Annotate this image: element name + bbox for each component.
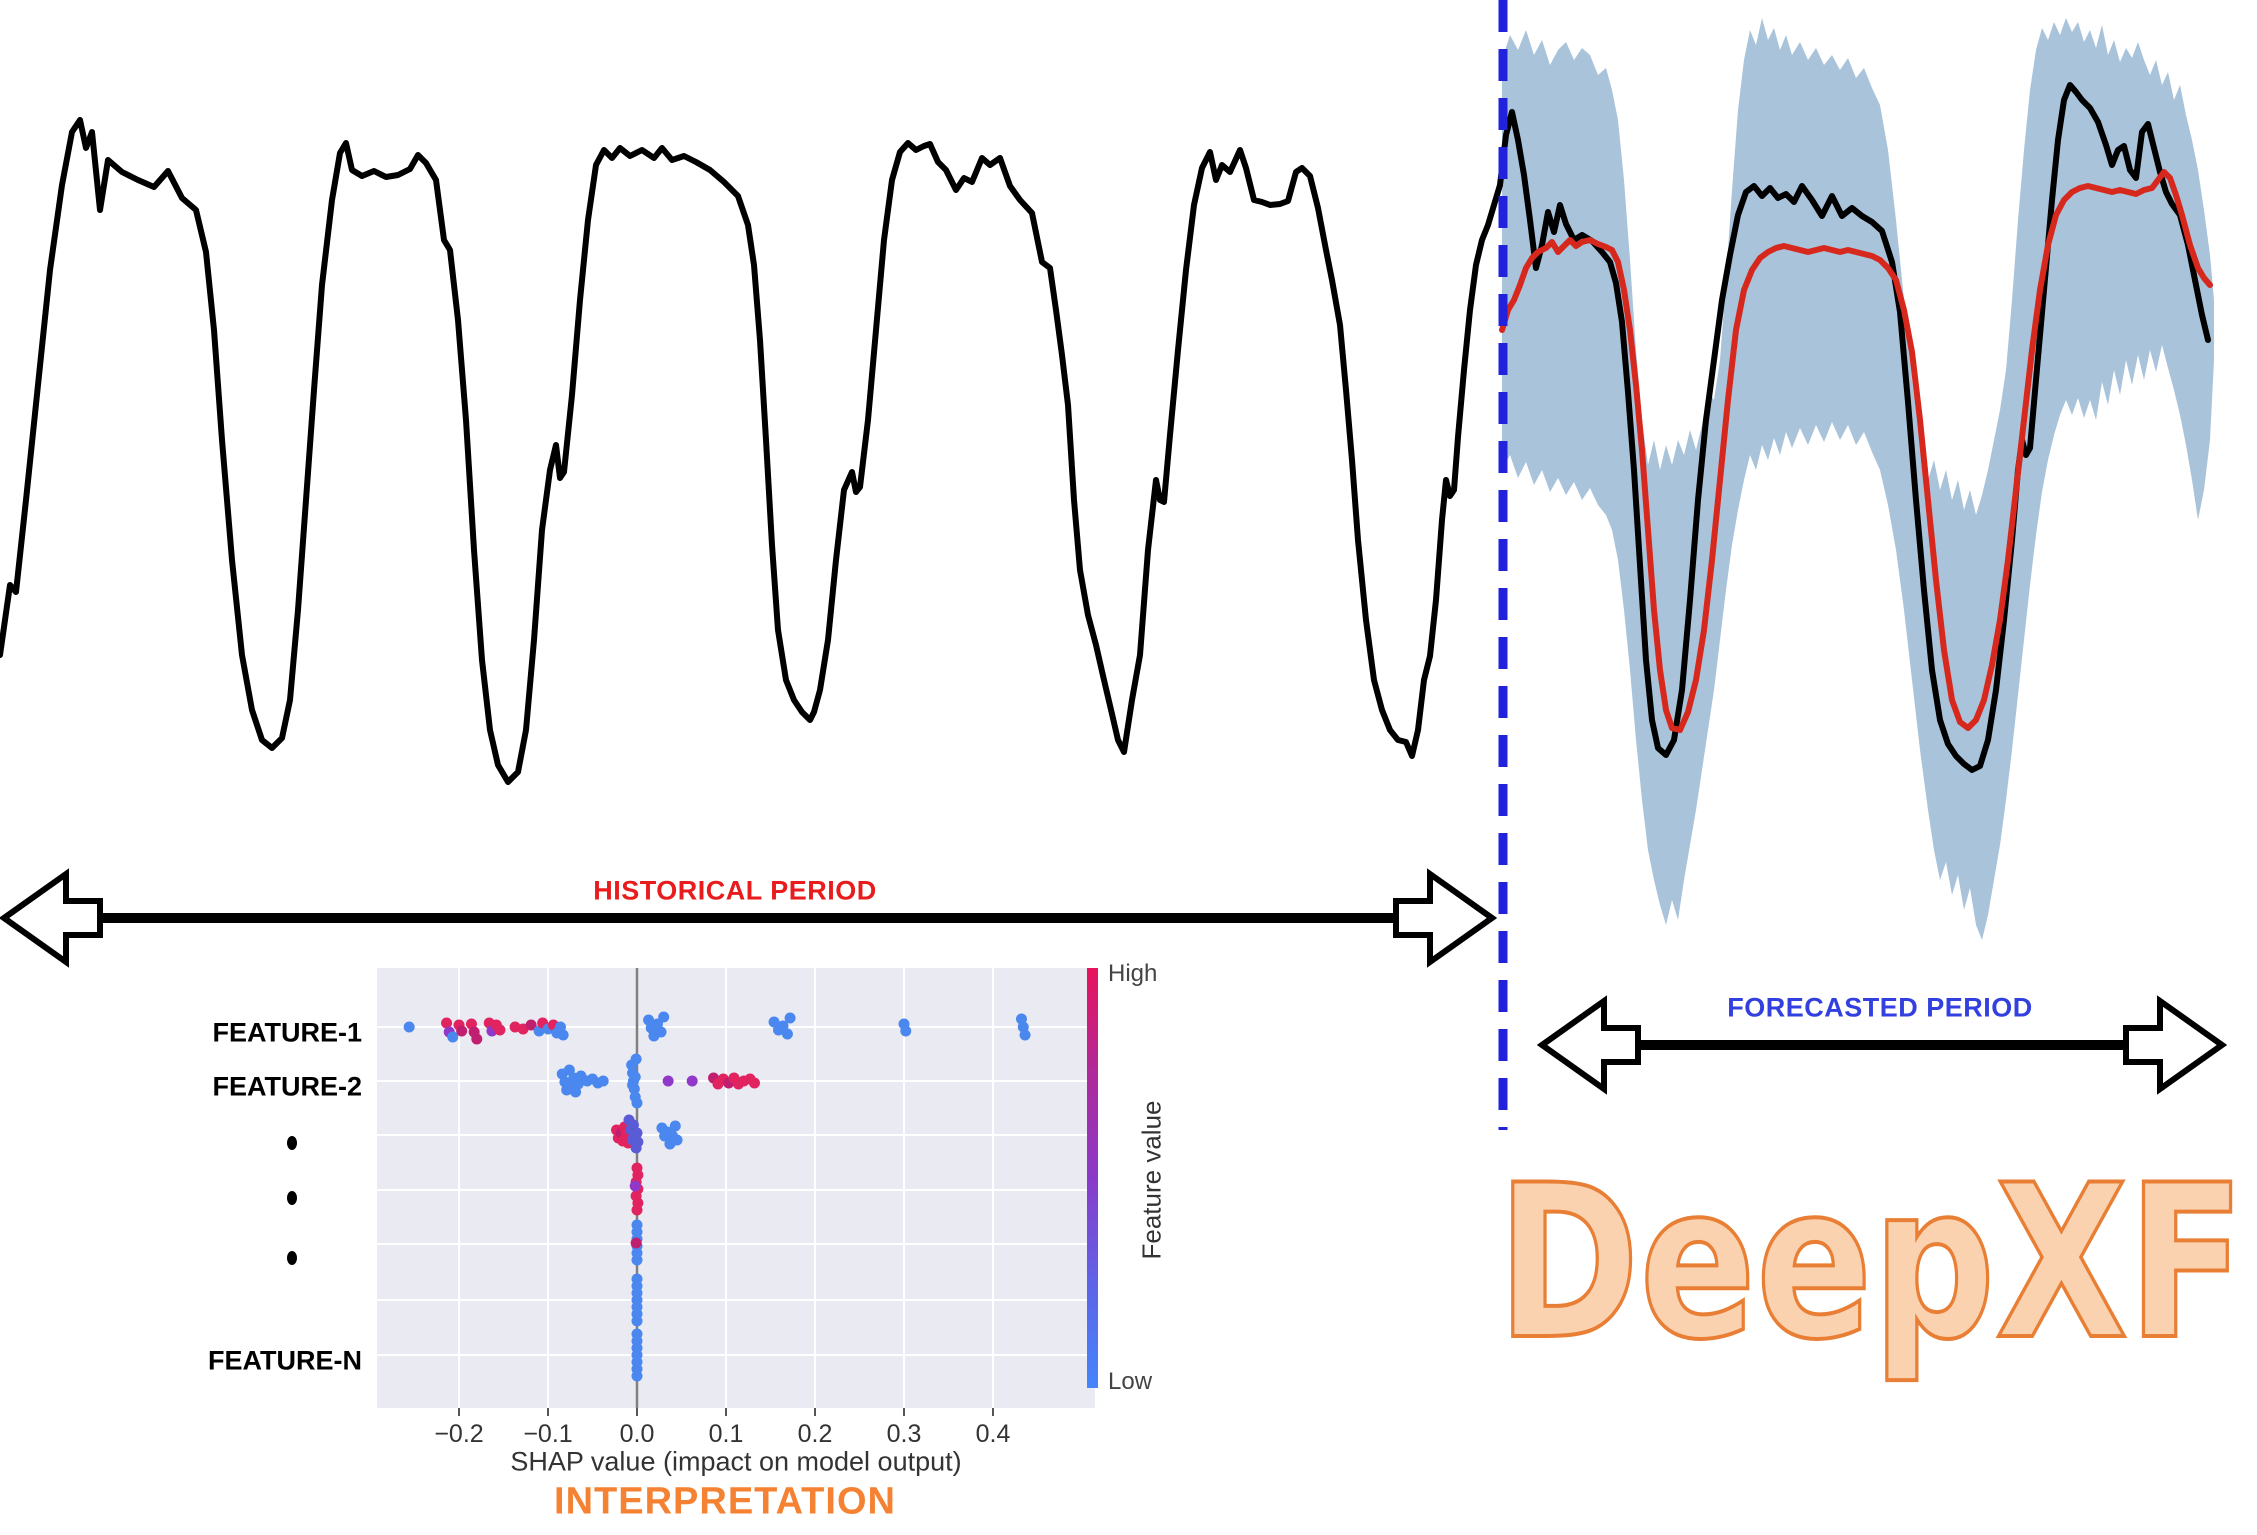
historical-period-label: HISTORICAL PERIOD [593, 875, 877, 906]
colorbar-low-label: Low [1108, 1368, 1153, 1395]
shap-dot [900, 1025, 912, 1037]
shap-dot [631, 1370, 643, 1382]
xaxis-tick-label: 0.2 [797, 1420, 833, 1448]
shap-dot [557, 1029, 569, 1041]
forecasted-period-label: FORECASTED PERIOD [1727, 992, 2033, 1023]
shap-dot [631, 1097, 643, 1109]
shap-dot [1019, 1029, 1031, 1041]
xaxis-tick-label: 0.4 [975, 1420, 1011, 1448]
arrow-layer [0, 868, 2228, 1095]
xaxis-tick-label: 0.1 [708, 1420, 744, 1448]
feature-ellipsis-dot [287, 1136, 297, 1150]
shap-dot [655, 1026, 667, 1038]
shap-dot [494, 1024, 506, 1036]
feature-row-label: FEATURE-N [208, 1345, 362, 1376]
feature-row-label: FEATURE-2 [212, 1071, 362, 1102]
shap-dot [403, 1021, 415, 1033]
shap-dot [630, 1053, 642, 1065]
shap-dot [631, 1204, 643, 1216]
feature-ellipsis-dot [287, 1251, 297, 1265]
shap-dot [632, 1136, 644, 1148]
shap-plot-background [377, 968, 1095, 1408]
shap-dot [630, 1237, 642, 1249]
shap-dot [447, 1031, 459, 1043]
shap-dot [441, 1017, 453, 1029]
shap-dot [471, 1033, 483, 1045]
shap-dot [563, 1064, 575, 1076]
shap-xaxis-title: SHAP value (impact on model output) [510, 1446, 962, 1477]
feature-row-label: FEATURE-1 [212, 1017, 362, 1048]
forecast-actual-line [1497, 82, 2211, 773]
shap-dot [662, 1075, 674, 1087]
shap-dot [597, 1075, 609, 1087]
shap-dot [456, 1025, 468, 1037]
shap-dot [777, 1020, 789, 1032]
shap-dot [658, 1011, 670, 1023]
forecast-predicted-line [1499, 169, 2213, 733]
shap-dot [768, 1016, 780, 1028]
shap-dot [748, 1077, 760, 1089]
shap-dot [671, 1134, 683, 1146]
feature-ellipsis-dot [287, 1191, 297, 1205]
shap-dot [631, 1315, 643, 1327]
historical-actual-line [0, 117, 1503, 785]
shap-dot [669, 1120, 681, 1132]
forecasted-span-arrow-right-arrowhead-icon [2123, 995, 2228, 1095]
shap-dot [631, 1254, 643, 1266]
timeseries-layer [0, 82, 2213, 785]
shap-dot [525, 1019, 537, 1031]
shap-dot [629, 1071, 641, 1083]
colorbar [1087, 968, 1098, 1388]
historical-span-arrow-left-arrowhead-icon [0, 868, 103, 968]
shap-dot [784, 1012, 796, 1024]
xaxis-tick-label: 0.3 [886, 1420, 922, 1448]
deepxf-logo: DeepXF [1497, 1139, 2245, 1386]
colorbar-high-label: High [1108, 960, 1158, 987]
forecasted-span-arrow-left-arrowhead-icon [1536, 995, 1641, 1095]
shap-dot [631, 1127, 643, 1139]
shap-dot [686, 1075, 698, 1087]
interpretation-label: INTERPRETATION [554, 1480, 896, 1523]
xaxis-tick-label: −0.2 [434, 1420, 484, 1448]
shap-dot [781, 1028, 793, 1040]
shap-plot-layer [287, 968, 1098, 1416]
colorbar-title: Feature value [1136, 1100, 1167, 1260]
shap-dot [629, 1180, 641, 1192]
historical-span-arrow-right-arrowhead-icon [1393, 868, 1498, 968]
xaxis-tick-label: −0.1 [523, 1420, 573, 1448]
xaxis-tick-label: 0.0 [619, 1420, 655, 1448]
